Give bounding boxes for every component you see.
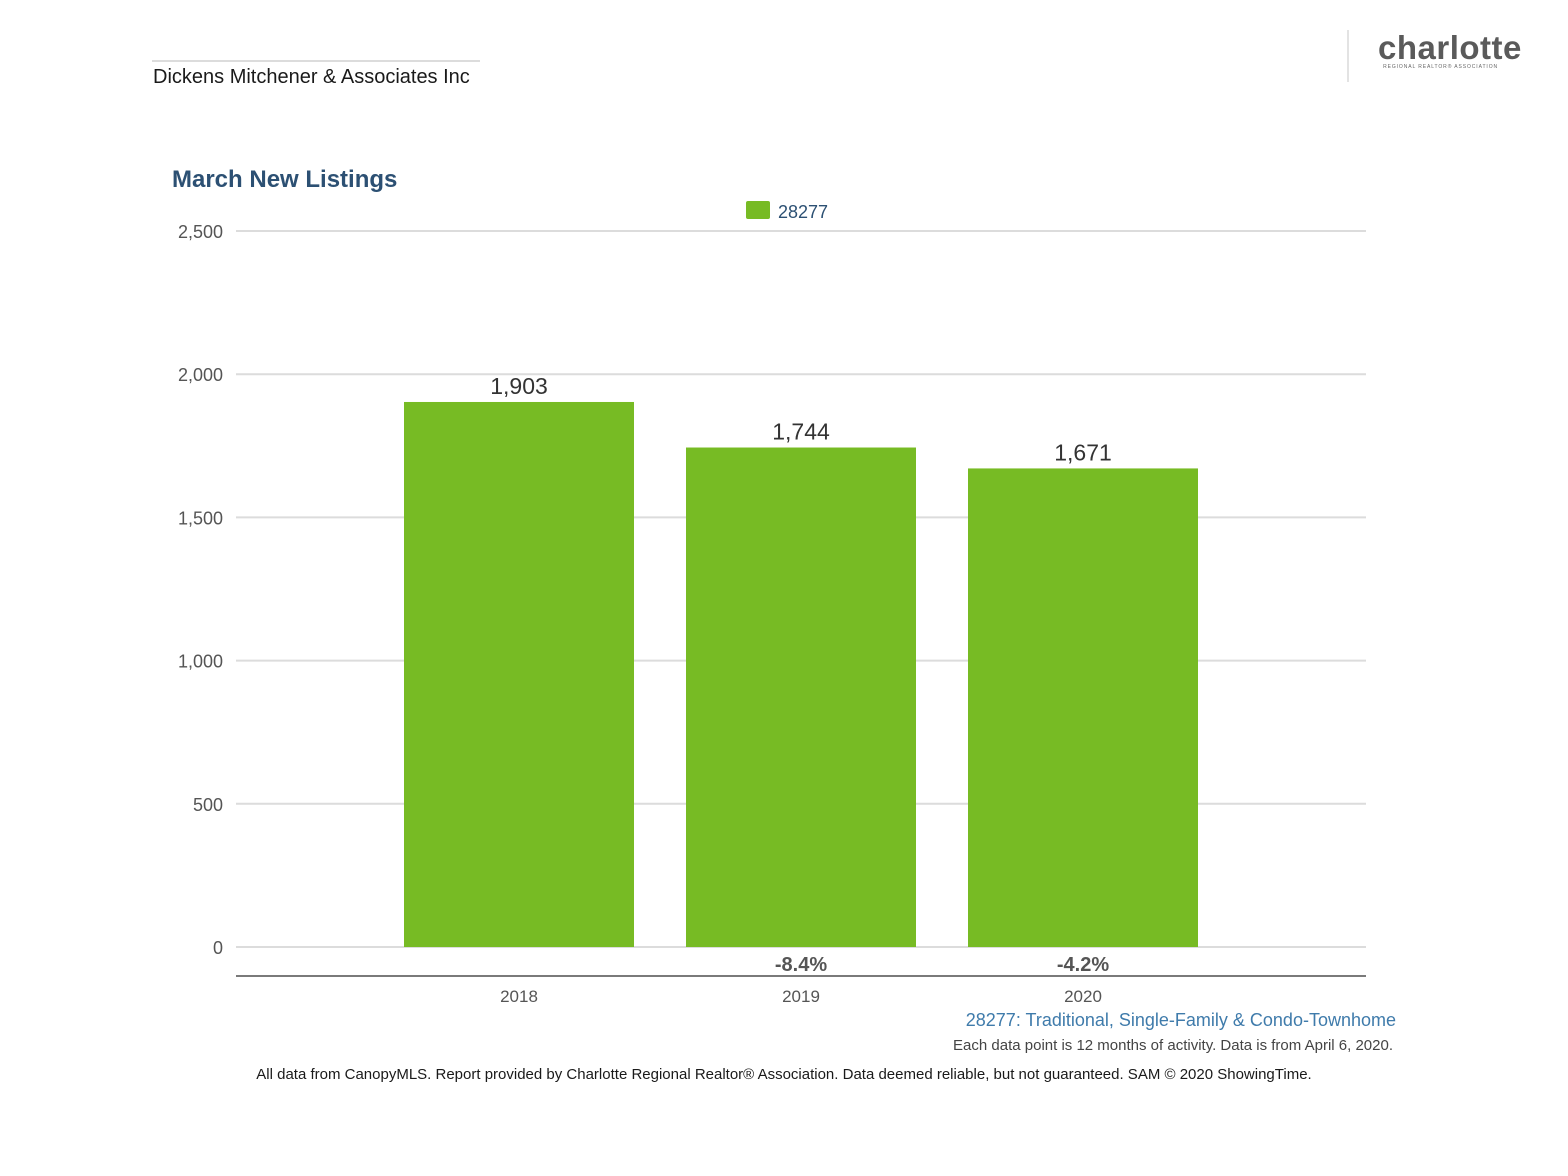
company-name: Dickens Mitchener & Associates Inc (153, 66, 470, 88)
y-tick-label: 1,000 (178, 652, 223, 672)
data-label: 1,671 (1054, 439, 1112, 465)
logo-subtext: REGIONAL REALTOR® ASSOCIATION (1383, 64, 1498, 70)
y-tick-label: 500 (193, 795, 223, 815)
x-tick-label: 2020 (1064, 987, 1102, 1006)
x-tick-label: 2018 (500, 987, 538, 1006)
y-tick-label: 2,500 (178, 222, 223, 242)
chart-title: March New Listings (172, 166, 398, 193)
y-tick-label: 0 (213, 938, 223, 958)
y-tick-label: 2,000 (178, 365, 223, 385)
logo-divider (1347, 30, 1349, 82)
bar (404, 401, 634, 947)
bar (686, 447, 916, 947)
charlotte-logo: charlotte REGIONAL REALTOR® ASSOCIATION (1378, 29, 1522, 76)
chart-subtitle: 28277: Traditional, Single-Family & Cond… (965, 1010, 1396, 1030)
data-note: Each data point is 12 months of activity… (953, 1037, 1393, 1054)
logo-wordmark: charlotte (1378, 29, 1522, 66)
footer-disclaimer: All data from CanopyMLS. Report provided… (256, 1066, 1312, 1083)
y-tick-label: 1,500 (178, 508, 223, 528)
legend-label: 28277 (778, 202, 828, 222)
change-label: -8.4% (775, 954, 827, 976)
data-label: 1,903 (490, 373, 548, 399)
data-label: 1,744 (772, 419, 830, 445)
x-tick-label: 2019 (782, 987, 820, 1006)
header-rule (152, 60, 480, 62)
legend-swatch (746, 201, 770, 219)
change-label: -4.2% (1057, 954, 1109, 976)
bar (968, 468, 1198, 947)
